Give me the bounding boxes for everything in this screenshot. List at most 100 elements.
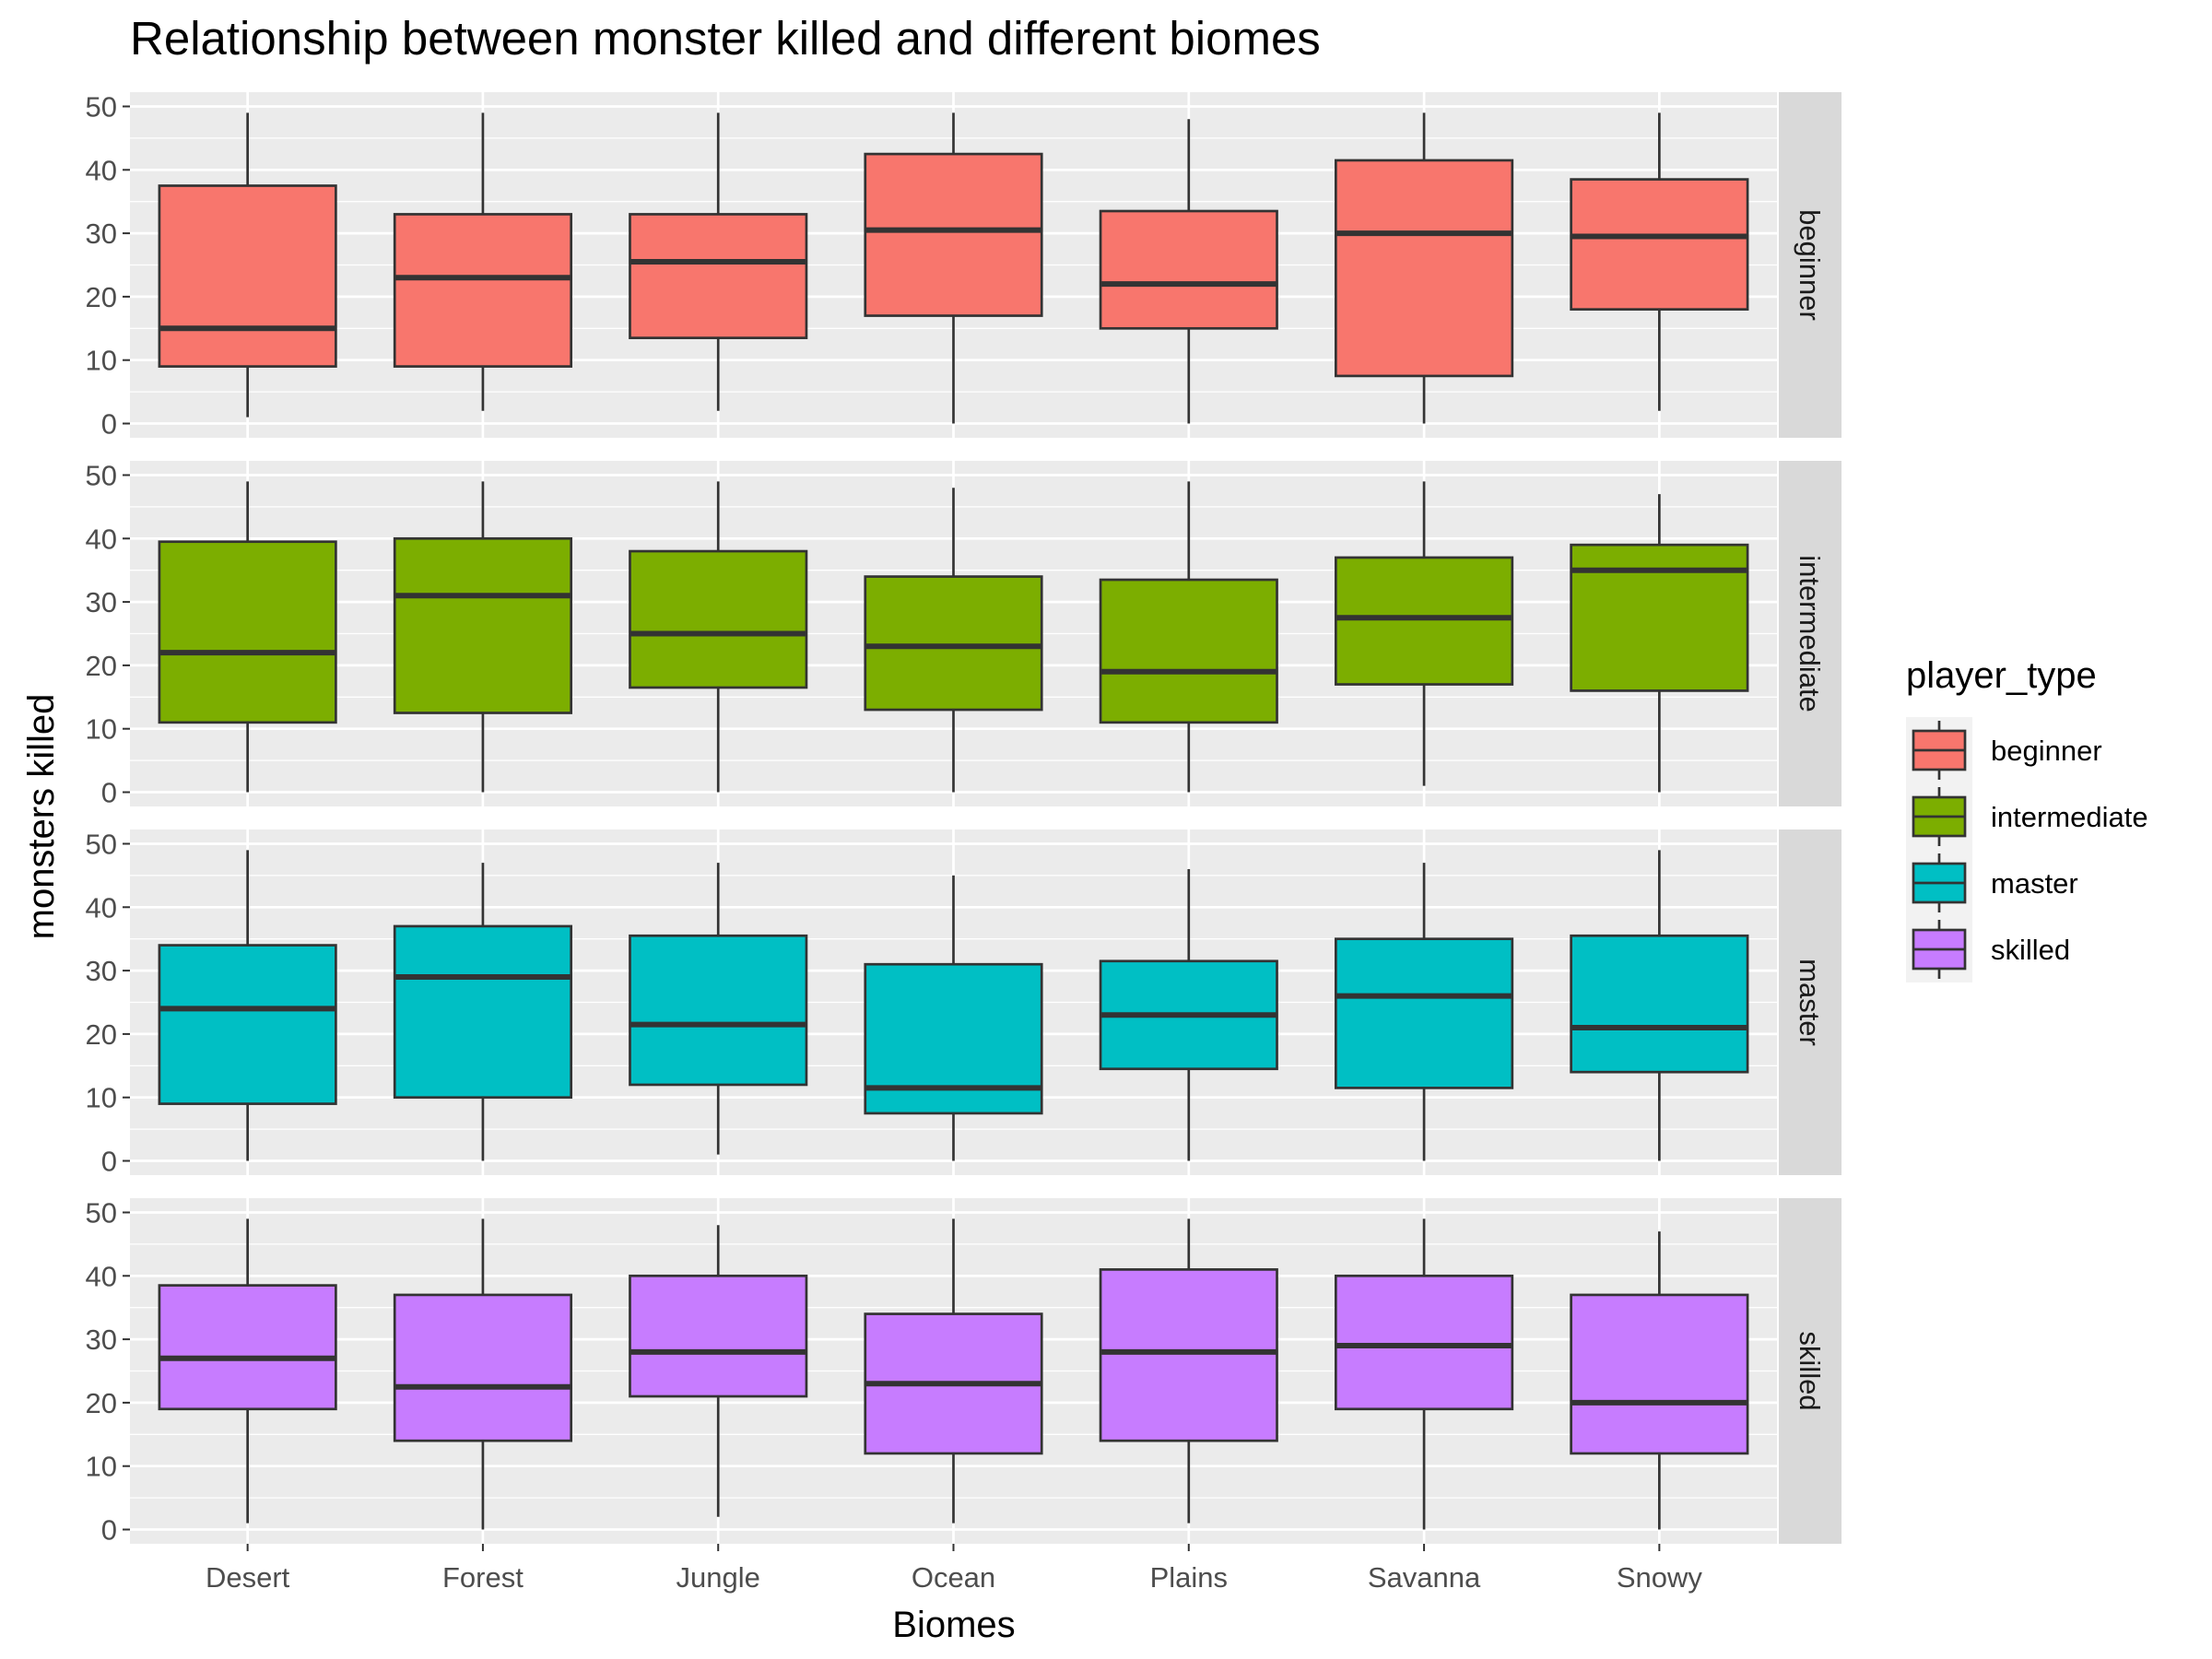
box-iqr	[1334, 937, 1514, 1089]
facet-strip	[1779, 461, 1841, 806]
box-iqr	[629, 213, 808, 339]
box-master-ocean	[864, 875, 1043, 1161]
y-tick-label: 40	[86, 523, 117, 555]
x-tick-label: Plains	[1150, 1561, 1228, 1594]
y-tick-label: 0	[101, 408, 117, 441]
box-skilled-desert	[158, 1218, 337, 1524]
box-intermediate-ocean	[864, 488, 1043, 793]
x-tick-label: Ocean	[912, 1561, 995, 1594]
y-tick-label: 20	[86, 1018, 117, 1051]
x-axis-title: Biomes	[892, 1605, 1015, 1645]
legend: player_type beginner intermediate master sk…	[1906, 655, 2148, 982]
x-tick-label: Savanna	[1368, 1561, 1481, 1594]
box-iqr	[1099, 578, 1278, 724]
box-beginner-savanna	[1334, 112, 1514, 424]
box-iqr	[629, 549, 808, 689]
box-intermediate-forest	[393, 481, 573, 793]
box-iqr	[158, 184, 337, 368]
facet-strip-label: beginner	[1794, 209, 1826, 321]
x-tick-label: Forest	[442, 1561, 524, 1594]
box-iqr	[1570, 1293, 1749, 1455]
box-master-savanna	[1334, 863, 1514, 1161]
y-tick-label: 0	[101, 777, 117, 809]
box-intermediate-snowy	[1570, 494, 1749, 793]
box-intermediate-desert	[158, 481, 337, 793]
legend-item-master: master	[1906, 850, 2078, 916]
box-iqr	[393, 924, 573, 1100]
legend-label: beginner	[1991, 735, 2102, 767]
legend-item-beginner: beginner	[1906, 717, 2102, 783]
y-tick-label: 30	[86, 586, 117, 618]
y-tick-label: 30	[86, 955, 117, 987]
y-tick-label: 20	[86, 1387, 117, 1419]
box-skilled-savanna	[1334, 1218, 1514, 1530]
box-iqr	[393, 213, 573, 368]
box-skilled-plains	[1099, 1218, 1278, 1524]
panel-skilled: 0 10 20 30 40 50 skilled	[86, 1196, 1841, 1547]
box-iqr	[393, 536, 573, 714]
box-skilled-snowy	[1570, 1231, 1749, 1530]
box-iqr	[1334, 1274, 1514, 1411]
box-iqr	[629, 934, 808, 1087]
panel-intermediate: 0 10 20 30 40 50 intermediate	[86, 459, 1841, 809]
box-beginner-snowy	[1570, 112, 1749, 411]
y-tick-label: 30	[86, 218, 117, 250]
x-axis: Desert Forest Jungle Ocean Plains Savanna Snow…	[206, 1544, 1702, 1594]
box-iqr	[158, 1284, 337, 1411]
box-iqr	[629, 1274, 808, 1398]
box-beginner-plains	[1099, 119, 1278, 424]
y-tick-label: 40	[86, 1260, 117, 1292]
box-skilled-forest	[393, 1218, 573, 1530]
box-beginner-desert	[158, 112, 337, 418]
box-iqr	[1570, 178, 1749, 312]
box-master-desert	[158, 850, 337, 1161]
facet-strip	[1779, 92, 1841, 438]
box-intermediate-jungle	[629, 481, 808, 793]
x-tick-label: Desert	[206, 1561, 290, 1594]
facet-strip-label: skilled	[1794, 1331, 1826, 1410]
y-axis-title: monsters killed	[21, 694, 62, 940]
chart-title: Relationship between monster killed and …	[130, 12, 1321, 65]
box-intermediate-plains	[1099, 481, 1278, 793]
y-tick-label: 40	[86, 891, 117, 924]
y-tick-label: 50	[86, 90, 117, 123]
box-master-forest	[393, 863, 573, 1161]
box-beginner-forest	[393, 112, 573, 411]
y-tick-label: 50	[86, 1196, 117, 1229]
facet-strip	[1779, 830, 1841, 1175]
box-iqr	[1570, 543, 1749, 692]
box-iqr	[1334, 556, 1514, 686]
box-master-plains	[1099, 869, 1278, 1161]
legend-label: master	[1991, 867, 2078, 900]
x-tick-label: Jungle	[677, 1561, 760, 1594]
box-skilled-jungle	[629, 1225, 808, 1517]
y-tick-label: 0	[101, 1514, 117, 1547]
box-master-jungle	[629, 863, 808, 1155]
y-tick-label: 0	[101, 1146, 117, 1178]
facet-strip-label: master	[1794, 959, 1826, 1046]
box-iqr	[158, 540, 337, 724]
panel-master: 0 10 20 30 40 50 master	[86, 828, 1841, 1178]
legend-title: player_type	[1906, 655, 2097, 696]
y-tick-label: 20	[86, 650, 117, 682]
box-iqr	[864, 575, 1043, 712]
y-tick-label: 50	[86, 459, 117, 491]
facet-panels: 0 10 20 30 40 50 beginner 0 10 20 30 40 50 intermedia…	[86, 90, 1841, 1547]
legend-item-skilled: skilled	[1906, 916, 2070, 982]
y-tick-label: 50	[86, 828, 117, 860]
box-iqr	[158, 944, 337, 1105]
y-tick-label: 40	[86, 154, 117, 186]
box-beginner-jungle	[629, 112, 808, 411]
y-tick-label: 10	[86, 1451, 117, 1483]
box-iqr	[1334, 159, 1514, 378]
legend-label: intermediate	[1991, 801, 2148, 833]
y-tick-label: 10	[86, 713, 117, 746]
box-beginner-ocean	[864, 112, 1043, 424]
y-tick-label: 30	[86, 1324, 117, 1356]
facet-strip	[1779, 1198, 1841, 1544]
box-master-snowy	[1570, 850, 1749, 1161]
x-tick-label: Snowy	[1617, 1561, 1703, 1594]
box-iqr	[1099, 209, 1278, 330]
box-intermediate-savanna	[1334, 481, 1514, 786]
